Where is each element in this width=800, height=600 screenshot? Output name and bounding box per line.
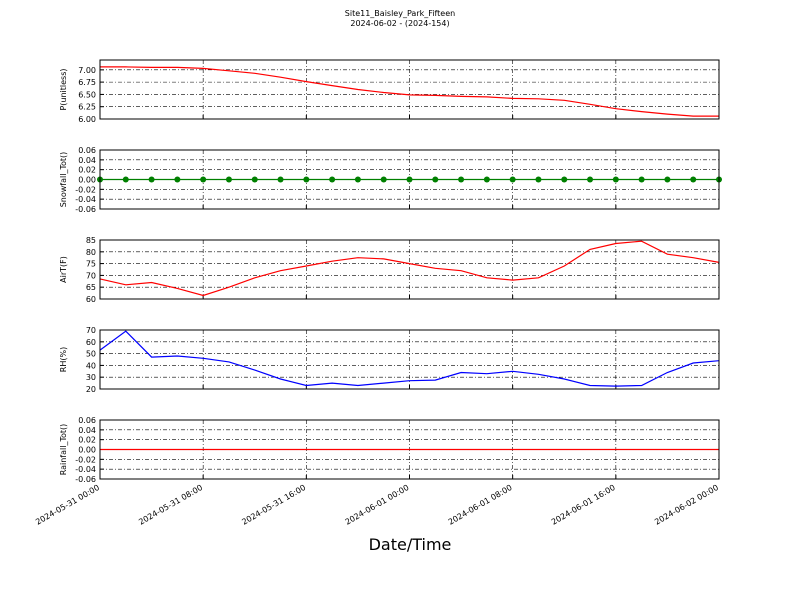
y-tick-label: 50 <box>86 350 96 359</box>
y-tick-label: 75 <box>86 260 96 269</box>
chart-subtitle: 2024-06-02 - (2024-154) <box>350 19 449 28</box>
data-point <box>535 176 542 183</box>
y-axis-label: RH(%) <box>59 347 68 372</box>
data-point <box>225 176 232 183</box>
y-tick-label: 0.02 <box>78 166 96 175</box>
y-tick-label: 0.04 <box>78 426 96 435</box>
y-tick-label: 7.00 <box>78 66 96 75</box>
y-tick-label: -0.06 <box>75 475 96 484</box>
plot-frame <box>99 59 720 120</box>
y-tick-label: 6.75 <box>78 78 96 87</box>
data-point <box>664 176 671 183</box>
x-axis-label: Date/Time <box>369 535 452 554</box>
data-point <box>277 176 284 183</box>
data-point <box>122 176 129 183</box>
data-point <box>587 176 594 183</box>
data-line <box>99 330 720 387</box>
y-tick-label: 80 <box>86 248 96 257</box>
y-tick-label: 0.00 <box>78 446 96 455</box>
data-point <box>329 176 336 183</box>
y-tick-label: 6.00 <box>78 115 96 124</box>
chart-title: Site11_Baisley_Park_Fifteen <box>345 9 455 18</box>
y-axis-label: Rainfall_Tot() <box>59 424 68 476</box>
data-point <box>561 176 568 183</box>
y-tick-label: 20 <box>86 385 96 394</box>
y-tick-label: 85 <box>86 236 96 245</box>
y-tick-label: -0.02 <box>75 185 96 194</box>
y-tick-label: -0.06 <box>75 205 96 214</box>
x-tick-label: 2024-06-02 00:00 <box>653 483 720 527</box>
y-tick-label: 60 <box>86 338 96 347</box>
data-point <box>432 176 439 183</box>
data-point <box>380 176 387 183</box>
data-point <box>200 176 207 183</box>
y-tick-label: 6.25 <box>78 103 96 112</box>
y-tick-label: 0.06 <box>78 146 96 155</box>
data-point <box>483 176 490 183</box>
y-tick-label: 0.04 <box>78 156 96 165</box>
y-tick-label: -0.04 <box>75 465 96 474</box>
data-point <box>174 176 181 183</box>
x-tick-label: 2024-05-31 00:00 <box>34 483 101 527</box>
x-tick-label: 2024-05-31 16:00 <box>240 483 307 527</box>
data-point <box>612 176 619 183</box>
data-point <box>303 176 310 183</box>
plot-frame <box>99 329 720 390</box>
y-tick-label: 0.02 <box>78 436 96 445</box>
y-axis-label: P(unitless) <box>59 68 68 110</box>
data-point <box>690 176 697 183</box>
data-point <box>458 176 465 183</box>
y-tick-label: 40 <box>86 361 96 370</box>
y-tick-label: 70 <box>86 326 96 335</box>
x-tick-label: 2024-06-01 00:00 <box>344 483 411 527</box>
plot-frame <box>99 149 720 210</box>
plot-frame <box>99 419 720 480</box>
data-point <box>509 176 516 183</box>
y-tick-label: -0.04 <box>75 195 96 204</box>
y-axis-label: Snowfall_Tot() <box>59 152 68 208</box>
x-tick-label: 2024-06-01 16:00 <box>550 483 617 527</box>
data-point <box>148 176 155 183</box>
data-point <box>251 176 258 183</box>
x-tick-label: 2024-05-31 08:00 <box>137 483 204 527</box>
data-line <box>100 66 719 117</box>
y-tick-label: 30 <box>86 373 96 382</box>
data-point <box>638 176 645 183</box>
y-tick-label: 6.50 <box>78 90 96 99</box>
y-tick-label: 0.00 <box>78 176 96 185</box>
plot-frame <box>99 239 720 300</box>
data-line <box>99 240 720 297</box>
data-point <box>354 176 361 183</box>
y-axis-label: AirT(F) <box>59 256 68 283</box>
y-tick-label: 65 <box>86 283 96 292</box>
y-tick-label: -0.02 <box>75 455 96 464</box>
y-tick-label: 0.06 <box>78 416 96 425</box>
data-point <box>406 176 413 183</box>
y-tick-label: 60 <box>86 295 96 304</box>
y-tick-label: 70 <box>86 271 96 280</box>
x-tick-label: 2024-06-01 08:00 <box>447 483 514 527</box>
